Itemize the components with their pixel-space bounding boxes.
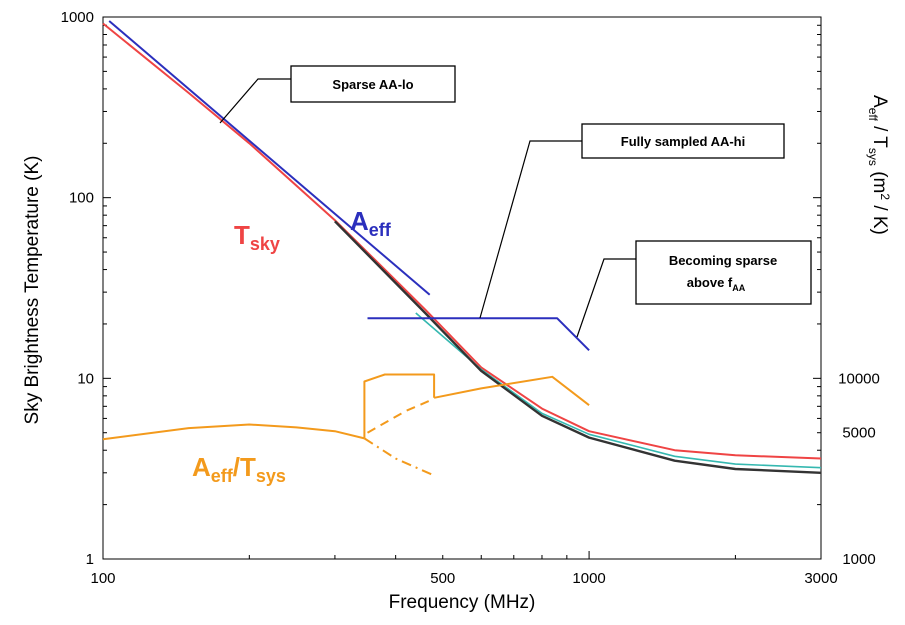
plot-frame	[102, 16, 822, 560]
y-axis-title: Sky Brightness Temperature (K)	[22, 156, 43, 425]
x-tick-label: 3000	[804, 570, 837, 587]
series-ratio-line	[363, 373, 436, 439]
y2-title-sub2: sys	[866, 148, 880, 166]
tsky-label-main: T	[234, 220, 250, 250]
series-ratio-line	[433, 375, 590, 406]
y2-tick-label: 1000	[842, 551, 875, 568]
series-tsky-line	[102, 22, 822, 460]
y2-tick-label: 10000	[838, 370, 880, 387]
ratio-label-main: A	[192, 452, 211, 482]
aeff-label: Aeff	[350, 206, 392, 240]
series-dark-line	[334, 220, 822, 474]
series-aeff-line	[367, 317, 590, 352]
y-tick-label: 100	[69, 190, 94, 207]
callout-sparse-leader	[219, 78, 291, 124]
callout-sparse-box	[290, 65, 456, 103]
y2-title-sub1: eff	[866, 108, 880, 122]
ratio-label: Aeff/Tsys	[192, 452, 286, 486]
tsky-label: Tsky	[234, 220, 280, 254]
callout-becoming-line2-text: above f	[687, 275, 733, 290]
ratio-label-sub2: sys	[256, 466, 286, 486]
aeff-label-main: A	[350, 206, 369, 236]
callout-becoming-line1: Becoming sparse	[669, 253, 777, 268]
axis-ticks: 100 500 1000 3000 1 10 100 1000 1000 5000 10000	[61, 9, 880, 587]
series-ratio-line	[363, 437, 435, 477]
callout-fully-text: Fully sampled AA-hi	[621, 134, 745, 149]
y2-title-unit: (m	[869, 166, 890, 193]
callout-fully-box	[581, 123, 785, 159]
callout-becoming-box	[635, 240, 812, 305]
x-tick-label: 1000	[572, 570, 605, 587]
y-tick-label: 1	[86, 551, 94, 568]
y-tick-label: 1000	[61, 9, 94, 26]
series-group	[102, 20, 822, 477]
y2-tick-label: 5000	[842, 425, 875, 442]
y-tick-label: 10	[77, 370, 94, 387]
y2-title-unit-end: / K)	[869, 200, 890, 235]
series-ratio-line	[367, 397, 435, 434]
callout-becoming-leader	[576, 258, 636, 338]
callout-becoming-line2: above fAA	[687, 275, 746, 293]
aeff-label-sub: eff	[369, 220, 392, 240]
tsky-label-sub: sky	[250, 234, 280, 254]
callout-fully-leader	[479, 140, 582, 319]
ratio-label-sub1: eff	[211, 466, 234, 486]
y2-title-mid: / T	[869, 121, 890, 148]
series-ratio-line	[102, 423, 365, 441]
x-axis-title: Frequency (MHz)	[389, 592, 536, 613]
callout-becoming-sub: AA	[732, 283, 745, 293]
y2-axis-title: Aeff / Tsys (m2 / K)	[866, 95, 892, 235]
callout-sparse-text: Sparse AA-lo	[332, 77, 413, 92]
ratio-label-mid: /T	[233, 452, 256, 482]
series-aeff-line	[108, 20, 431, 296]
x-tick-label: 100	[90, 570, 115, 587]
y2-title-main: A	[869, 95, 890, 108]
y2-title-sup: 2	[878, 193, 892, 200]
x-tick-label: 500	[430, 570, 455, 587]
